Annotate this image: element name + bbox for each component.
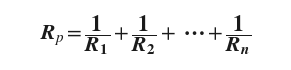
Text: $\boldsymbol{R}_p = \dfrac{\boldsymbol{1}}{\boldsymbol{R}_{\boldsymbol{1}}} + \d: $\boldsymbol{R}_p = \dfrac{\boldsymbol{1…	[40, 13, 251, 57]
